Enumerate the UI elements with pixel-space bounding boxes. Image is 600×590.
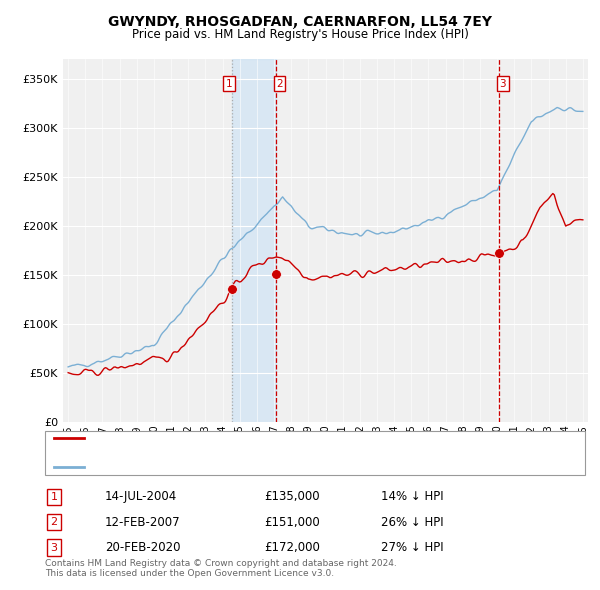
Text: Contains HM Land Registry data © Crown copyright and database right 2024.
This d: Contains HM Land Registry data © Crown c… (45, 559, 397, 578)
Text: 27% ↓ HPI: 27% ↓ HPI (381, 541, 443, 554)
Text: 12-FEB-2007: 12-FEB-2007 (105, 516, 181, 529)
Text: 1: 1 (226, 78, 233, 88)
Text: HPI: Average price, detached house, Gwynedd: HPI: Average price, detached house, Gwyn… (90, 463, 349, 472)
Text: GWYNDY, RHOSGADFAN, CAERNARFON, LL54 7EY (detached house): GWYNDY, RHOSGADFAN, CAERNARFON, LL54 7EY… (90, 433, 469, 442)
Text: £151,000: £151,000 (264, 516, 320, 529)
Text: £135,000: £135,000 (264, 490, 320, 503)
Text: 14-JUL-2004: 14-JUL-2004 (105, 490, 177, 503)
Text: 14% ↓ HPI: 14% ↓ HPI (381, 490, 443, 503)
Bar (232, 59, 276, 422)
Text: 1: 1 (50, 492, 58, 502)
Text: GWYNDY, RHOSGADFAN, CAERNARFON, LL54 7EY: GWYNDY, RHOSGADFAN, CAERNARFON, LL54 7EY (108, 15, 492, 29)
Text: 20-FEB-2020: 20-FEB-2020 (105, 541, 181, 554)
Text: 2: 2 (276, 78, 283, 88)
Text: 3: 3 (50, 543, 58, 552)
Text: 3: 3 (499, 78, 506, 88)
Text: 2: 2 (50, 517, 58, 527)
Text: £172,000: £172,000 (264, 541, 320, 554)
Text: 26% ↓ HPI: 26% ↓ HPI (381, 516, 443, 529)
Text: Price paid vs. HM Land Registry's House Price Index (HPI): Price paid vs. HM Land Registry's House … (131, 28, 469, 41)
